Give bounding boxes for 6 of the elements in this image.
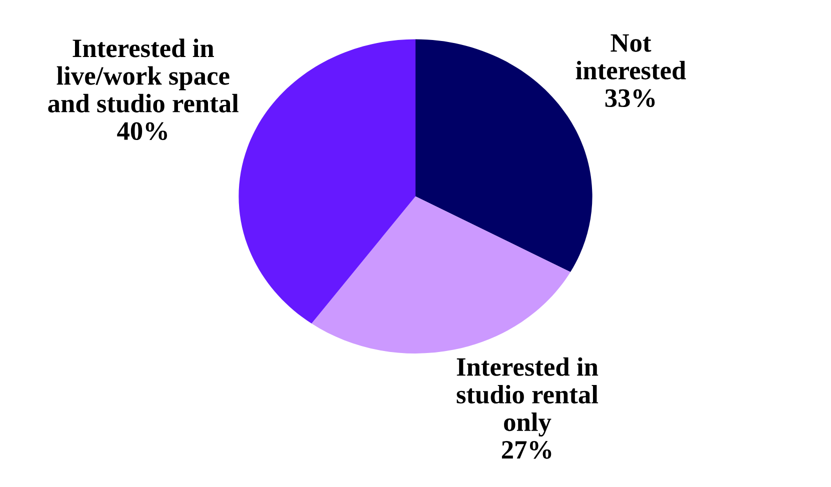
data-label: 40% [117, 122, 168, 140]
data-label: 33% [605, 89, 655, 108]
slice-label: Interested in studio rental only [456, 357, 598, 437]
data-label: 27% [502, 440, 552, 459]
slice-label: Not interested [576, 34, 686, 80]
slice-label: Interested in live/work space and studio rental [48, 38, 238, 113]
